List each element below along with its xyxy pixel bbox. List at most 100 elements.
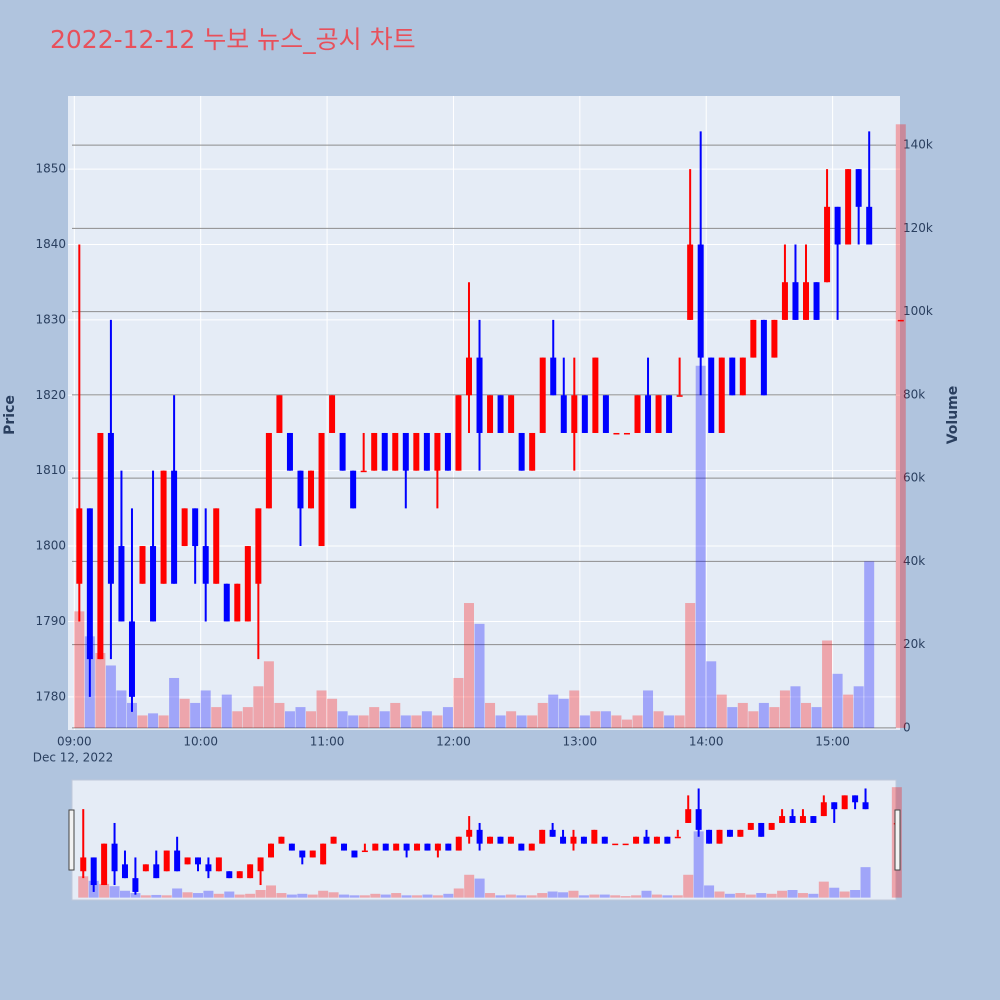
candle-body <box>213 508 220 584</box>
candle-body <box>128 621 135 697</box>
candle-body <box>497 395 504 433</box>
x-tick-label: 12:00 <box>436 735 471 749</box>
candle-body <box>792 282 799 320</box>
volume-bar <box>411 715 422 728</box>
slider-volume-bar <box>505 894 516 898</box>
slider-candle-body <box>382 843 389 851</box>
slider-volume-bar <box>547 891 558 898</box>
slider-volume-bar <box>276 893 287 898</box>
slider-volume-bar <box>558 892 569 898</box>
slider-candle-body <box>539 829 546 844</box>
slider-volume-bar <box>443 893 454 898</box>
slider-volume-bar <box>797 893 808 898</box>
slider-volume-bar <box>704 885 715 898</box>
candle-body <box>171 470 178 584</box>
volume-bar <box>306 711 317 728</box>
candle-body <box>760 319 767 396</box>
slider-volume-bar <box>401 895 412 898</box>
slider-candle-body <box>174 850 181 872</box>
candle-body <box>76 508 83 584</box>
candle-body <box>897 319 904 322</box>
slider-candle-body <box>653 836 660 844</box>
slider-volume-bar <box>568 890 579 898</box>
slider-candle-body <box>341 843 348 851</box>
candle-body <box>455 395 462 471</box>
candle-body <box>645 395 652 433</box>
slider-candle-body <box>695 809 702 830</box>
slider-candle-body <box>706 829 713 844</box>
volume-bar <box>537 702 548 728</box>
slider-candle-body <box>789 816 796 823</box>
volume-bar <box>495 715 506 728</box>
candle-body <box>518 432 525 471</box>
volume-bar <box>579 715 590 728</box>
slider-volume-bar <box>693 831 704 898</box>
slider-volume-bar <box>464 874 475 898</box>
y-tick-label: 1790 <box>35 614 66 628</box>
volume-bar <box>727 707 738 728</box>
slider-candle-body <box>560 836 567 844</box>
slider-candle-body <box>226 871 233 879</box>
range-slider[interactable] <box>71 779 897 901</box>
volume-bar <box>95 652 106 728</box>
slider-candle-body <box>455 836 462 851</box>
slider-candle-body <box>674 836 681 839</box>
candle-body <box>834 206 841 245</box>
volume-bar <box>295 707 306 728</box>
slider-candle-body <box>403 843 410 851</box>
slider-handle-right[interactable] <box>894 809 901 871</box>
slider-volume-bar <box>537 893 548 898</box>
slider-volume-bar <box>683 874 694 898</box>
candle-body <box>771 319 778 358</box>
candle-body <box>276 395 283 433</box>
candle-body <box>371 432 378 471</box>
candle-body <box>581 395 588 433</box>
y2-axis-title: Volume <box>945 386 961 445</box>
slider-volume-bar <box>224 891 235 898</box>
volume-bar <box>169 677 180 728</box>
slider-volume-bar <box>860 867 871 898</box>
slider-volume-bar <box>589 894 600 898</box>
slider-volume-bar <box>578 895 589 898</box>
slider-candle-body <box>726 829 733 837</box>
volume-bar <box>263 661 274 728</box>
slider-volume-bar <box>641 890 652 898</box>
candle-body <box>592 357 599 433</box>
slider-candle-body <box>257 857 264 872</box>
x-tick-label: 14:00 <box>689 735 724 749</box>
slider-candle-body <box>831 802 838 810</box>
slider-handle-left[interactable] <box>68 809 75 871</box>
slider-volume-bar <box>745 894 756 898</box>
x-date-label: Dec 12, 2022 <box>33 751 113 765</box>
slider-volume-bar <box>130 893 141 898</box>
candle-body <box>392 432 399 471</box>
volume-bar <box>221 694 232 728</box>
candle-body <box>602 395 609 433</box>
candle-body <box>866 206 873 245</box>
candle-body <box>655 395 662 433</box>
candle-body <box>423 432 430 471</box>
candle-body <box>813 282 820 320</box>
candle-body <box>465 357 472 396</box>
candle-body <box>750 319 757 358</box>
slider-volume-bar <box>631 895 642 898</box>
y2-tick-label: 20k <box>903 637 925 651</box>
volume-bar <box>506 711 517 728</box>
candle-body <box>434 432 441 471</box>
x-tick-label: 11:00 <box>310 735 345 749</box>
volume-bar <box>569 690 580 728</box>
slider-volume-bar <box>422 894 433 898</box>
volume-bar <box>211 707 222 728</box>
slider-volume-bar <box>213 893 224 898</box>
slider-volume-bar <box>328 892 339 898</box>
volume-bar <box>274 702 285 728</box>
volume-bar <box>284 711 295 728</box>
slider-candle-body <box>247 864 254 879</box>
slider-volume-bar <box>151 894 162 898</box>
slider-candle-body <box>476 829 483 844</box>
candle-body <box>845 169 852 245</box>
volume-bar <box>590 711 601 728</box>
volume-bar <box>358 715 369 728</box>
candle-body <box>297 470 304 509</box>
